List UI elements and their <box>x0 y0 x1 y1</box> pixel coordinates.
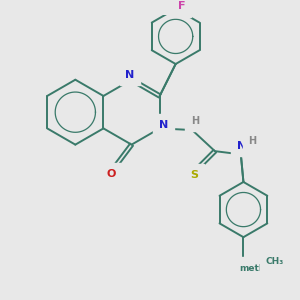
Text: S: S <box>190 170 198 180</box>
Text: methyl: methyl <box>239 263 275 272</box>
Text: O: O <box>106 169 116 179</box>
Text: CH₃: CH₃ <box>265 257 284 266</box>
Text: N: N <box>237 141 246 151</box>
Text: N: N <box>159 119 168 130</box>
Text: H: H <box>248 136 256 146</box>
Text: N: N <box>125 70 135 80</box>
Text: F: F <box>178 1 185 11</box>
Text: O: O <box>235 263 244 273</box>
Text: H: H <box>191 116 199 126</box>
